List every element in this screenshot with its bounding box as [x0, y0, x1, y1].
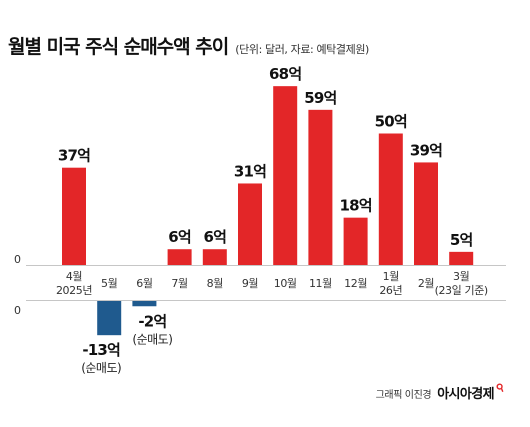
brand-name: 아시아경제 [437, 387, 494, 402]
x-tick-label: 12월 [344, 277, 367, 290]
bar-note-label: (순매도) [81, 361, 121, 375]
chart-bar-positive [449, 251, 474, 265]
bar-note-label: (순매도) [132, 332, 172, 346]
chart-bar-positive [343, 217, 368, 265]
x-tick-label: 6월 [136, 277, 153, 290]
chart-bar-positive [202, 249, 227, 265]
chart-bar-negative [132, 301, 157, 307]
zero-label-negative: 0 [14, 304, 21, 317]
x-tick-label-sub: 26년 [379, 284, 402, 297]
x-tick-label: 1월 [383, 270, 400, 283]
data-label: -13억 [82, 341, 120, 359]
chart-bar-positive [273, 86, 298, 265]
chart-bar-positive [167, 249, 192, 265]
x-tick-label-sub: (23일 기준) [435, 283, 488, 297]
chart-title: 월별 미국 주식 순매수액 추이 [8, 36, 229, 58]
chart-header: 월별 미국 주식 순매수액 추이 (단위: 달러, 자료: 예탁결제원) [8, 32, 369, 59]
x-tick-label: 11월 [309, 277, 332, 290]
graphic-credit: 그래픽 이진경 [375, 390, 432, 401]
brand-mark-icon [496, 383, 504, 393]
data-label: 68억 [269, 65, 301, 83]
data-label: 50억 [375, 113, 407, 131]
data-label: 6억 [203, 228, 226, 246]
x-tick-label: 5월 [101, 277, 118, 290]
chart-bar-positive [308, 109, 333, 265]
data-label-group: 37억-13억(순매도)-2억(순매도)6억 6억31억68억59억18억50억3… [58, 65, 473, 375]
data-label: 39억 [410, 141, 442, 159]
chart-bar-positive [414, 162, 438, 265]
data-label: 59억 [304, 89, 336, 107]
chart-subtitle: (단위: 달러, 자료: 예탁결제원) [235, 43, 369, 56]
x-tick-label: 2월 [418, 277, 435, 290]
chart-bar-positive [62, 167, 86, 265]
data-label: 6억 [168, 228, 191, 246]
x-tick-label: 8월 [207, 277, 224, 290]
x-tick-label: 4월 [66, 270, 83, 283]
bar-group [62, 86, 474, 336]
zero-label-positive: 0 [14, 253, 21, 266]
chart-bar-positive [238, 183, 262, 265]
data-label: 5억 [450, 231, 473, 249]
chart-bar-negative [97, 301, 122, 336]
x-tick-label: 9월 [242, 277, 259, 290]
x-tick-label: 10월 [274, 277, 297, 290]
x-tick-label: 7월 [171, 277, 188, 290]
chart-bar-positive [378, 133, 403, 265]
data-label: 18억 [339, 197, 371, 215]
footer: 그래픽 이진경 아시아경제 [376, 383, 504, 402]
x-tick-label-sub: 2025년 [56, 284, 92, 297]
x-tick-label: 3월 [453, 270, 470, 283]
data-label: 37억 [58, 147, 90, 165]
data-label: 31억 [234, 162, 266, 180]
data-label: -2억 [138, 312, 166, 330]
